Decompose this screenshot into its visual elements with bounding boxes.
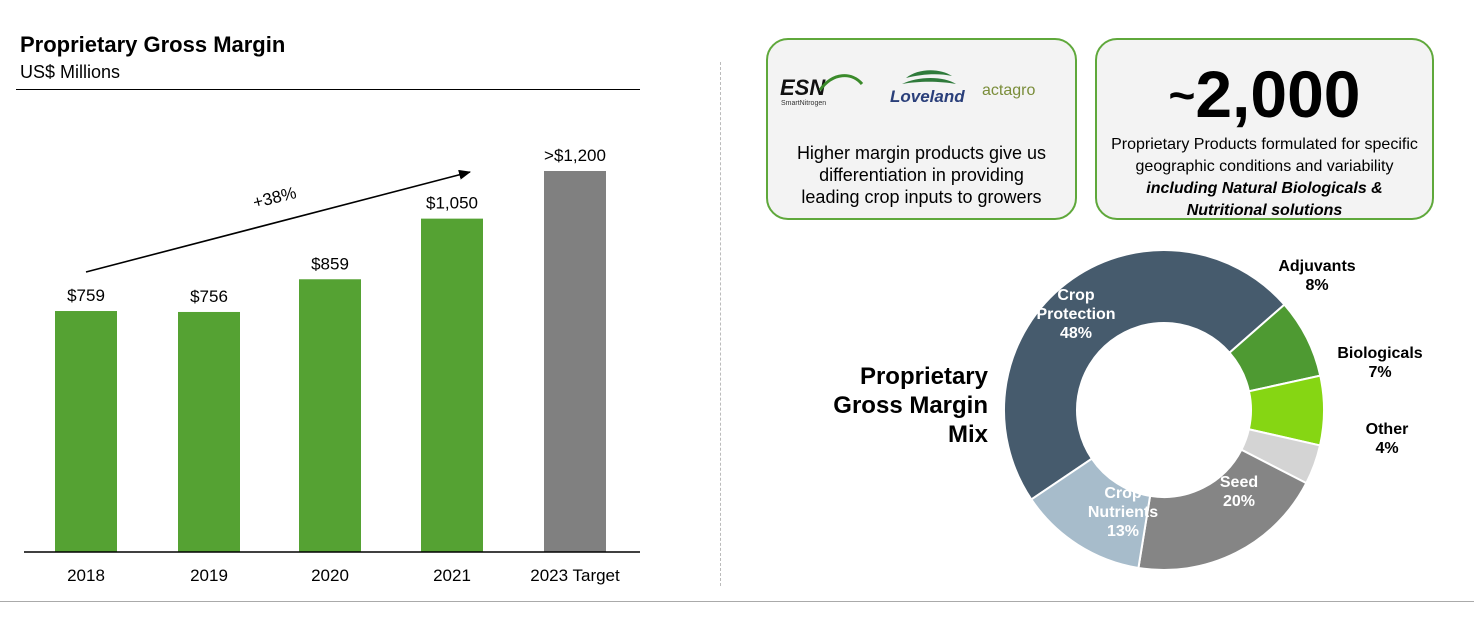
esn-logo-subtext: SmartNitrogen	[781, 100, 826, 107]
donut-chart: Crop Protection 48% Adjuvants 8% Biologicals 7…	[1003, 249, 1423, 571]
esn-logo-text: ESN	[780, 75, 826, 100]
bar-2021	[421, 218, 483, 552]
bar-value-label: >$1,200	[544, 146, 606, 165]
product-count-tilde: ~	[1168, 69, 1196, 121]
donut-label-biologicals: Biologicals 7%	[1337, 345, 1422, 381]
bar-chart: $759 2018 $756 2019 $859 2020 $1,050 2021 >$1,20…	[24, 146, 640, 585]
description-plain: Proprietary Products formulated for spec…	[1111, 136, 1418, 175]
donut-label-adjuvants: Adjuvants 8%	[1278, 258, 1355, 294]
callout-differentiation: Higher margin products give us different…	[766, 38, 1077, 220]
bar-value-label: $756	[190, 287, 228, 306]
esn-logo: ESN SmartNitrogen	[780, 74, 864, 107]
bar-value-label: $759	[67, 286, 105, 305]
bottom-rule	[0, 601, 1474, 602]
mix-title-line: Proprietary	[859, 363, 988, 390]
bar-2019	[178, 311, 240, 552]
chart-title: Proprietary Gross Margin	[20, 32, 286, 57]
donut-label-crop-protection: Crop Protection 48%	[1036, 287, 1115, 342]
donut-label-crop-nutrients: Crop Nutrients 13%	[1088, 485, 1158, 540]
callout-product-count: ~2,000 Proprietary Products formulated f…	[1095, 38, 1434, 220]
chart-subtitle: US$ Millions	[20, 62, 121, 82]
actagro-logo: actagro	[982, 82, 1035, 99]
product-count: ~2,000	[1097, 58, 1432, 131]
x-tick-label: 2019	[190, 566, 228, 585]
bar-value-label: $859	[311, 254, 349, 273]
loveland-logo-text: Loveland	[890, 87, 965, 106]
mix-title: Proprietary Gross Margin Mix	[800, 362, 988, 449]
bar-2018	[55, 311, 117, 552]
mix-title-line: Gross Margin	[833, 392, 988, 419]
description-emphasis: including Natural Biologicals & Nutritio…	[1146, 180, 1383, 219]
actagro-logo-text: actagro	[982, 82, 1035, 99]
bar-value-label: $1,050	[426, 194, 478, 213]
donut-slice-seed	[1137, 448, 1308, 571]
section-divider	[720, 62, 721, 586]
growth-arrow	[85, 169, 471, 273]
donut-slice-crop-nutrients	[1029, 457, 1152, 570]
callout-differentiation-text: Higher margin products give us different…	[796, 143, 1047, 207]
donut-label-other: Other 4%	[1366, 421, 1409, 457]
mix-title-line: Mix	[947, 421, 988, 448]
title-rule	[16, 89, 640, 90]
product-count-value: 2,000	[1195, 57, 1361, 131]
x-tick-label: 2020	[311, 566, 349, 585]
loveland-logo: Loveland	[890, 70, 965, 106]
x-tick-label: 2023 Target	[530, 566, 620, 585]
bar-2020	[299, 279, 361, 552]
bar-2023-target	[544, 171, 606, 552]
x-tick-label: 2021	[433, 566, 471, 585]
growth-label: +38%	[251, 183, 298, 212]
donut-slice-crop-protection	[1003, 249, 1286, 501]
product-count-description: Proprietary Products formulated for spec…	[1097, 134, 1432, 222]
x-tick-label: 2018	[67, 566, 105, 585]
donut-label-seed: Seed 20%	[1220, 474, 1258, 510]
